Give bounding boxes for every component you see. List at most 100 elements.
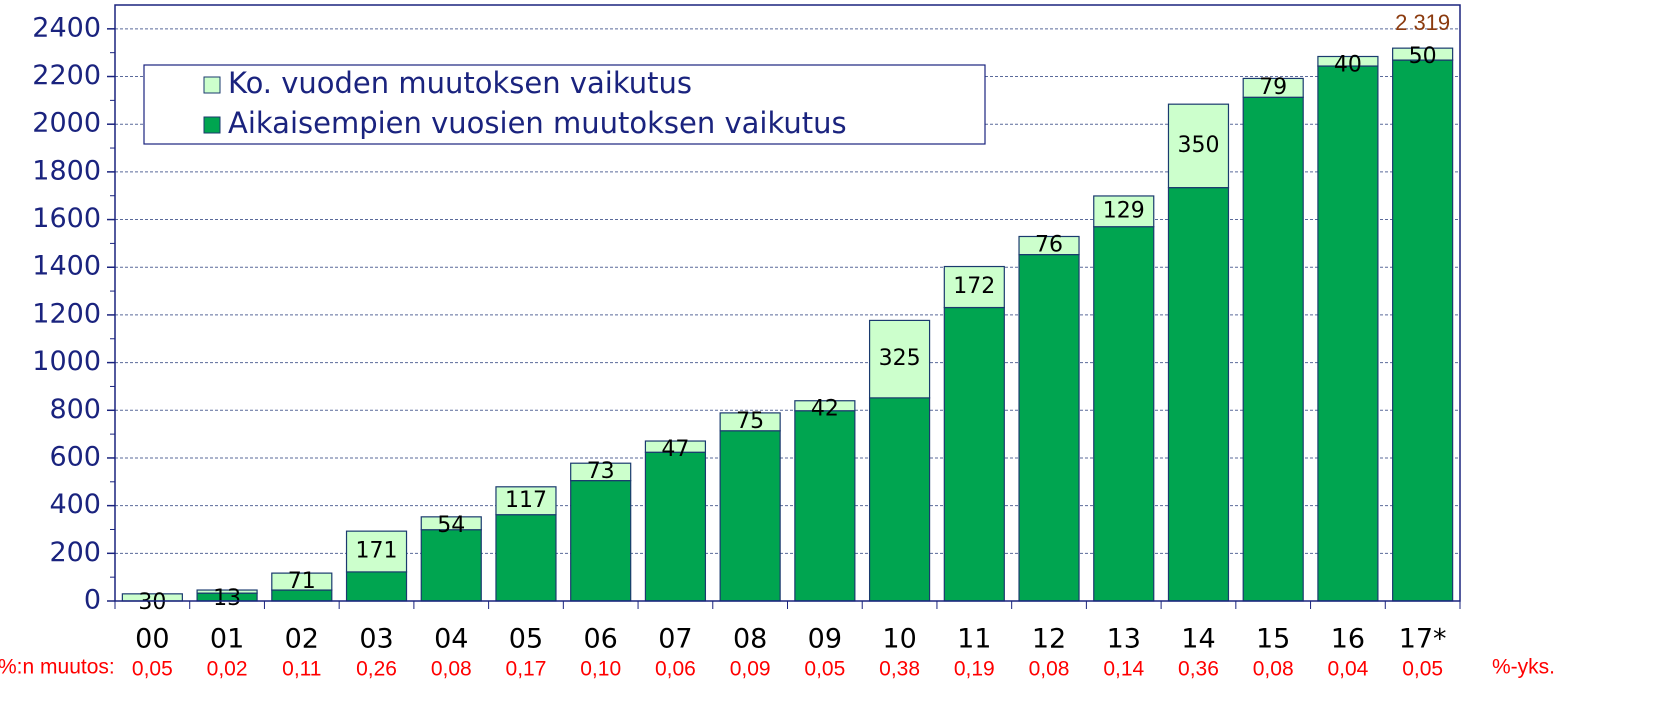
y-tick-label: 2000 <box>32 108 101 139</box>
x-tick-label: 15 <box>1256 624 1290 655</box>
row-value: 0,10 <box>580 658 621 681</box>
row-value: 0,09 <box>730 658 771 681</box>
y-tick-label: 200 <box>49 537 101 568</box>
x-tick-label: 09 <box>808 624 842 655</box>
row-value: 0,38 <box>879 658 920 681</box>
data-label: 50 <box>1409 44 1437 69</box>
row-value: 0,11 <box>282 658 321 681</box>
bar-segment <box>1167 103 1230 189</box>
bar-segment <box>719 412 781 432</box>
bar-segment <box>794 410 856 602</box>
bar-segment <box>943 306 1005 602</box>
bar-segment <box>345 530 408 573</box>
bar-segment <box>196 589 258 594</box>
row-value: 0,06 <box>655 658 696 681</box>
x-tick-label: 01 <box>210 624 244 655</box>
legend-label: Ko. vuoden muutoksen vaikutus <box>228 66 692 100</box>
bar-segment <box>495 486 557 516</box>
plot-border <box>114 4 1461 602</box>
x-tick-label: 07 <box>658 624 692 655</box>
row-value: 0,02 <box>207 658 248 681</box>
row-value: 0,36 <box>1178 658 1219 681</box>
bar-segment <box>868 397 931 602</box>
y-tick-label: 1200 <box>32 298 101 329</box>
data-label: 54 <box>437 513 465 538</box>
row-value: 0,05 <box>1402 658 1443 681</box>
bar-segment <box>1242 77 1304 98</box>
bar-segment <box>1093 195 1155 228</box>
legend-swatch <box>203 116 221 134</box>
x-tick-label: 08 <box>733 624 767 655</box>
data-label: 30 <box>138 590 166 615</box>
bar-segment <box>719 430 781 602</box>
legend-swatch <box>203 76 221 94</box>
y-tick-label: 1800 <box>32 155 101 186</box>
row-value: 0,08 <box>431 658 472 681</box>
data-label: 73 <box>587 459 615 484</box>
data-label: 40 <box>1334 52 1362 77</box>
data-label: 117 <box>505 488 547 513</box>
bar-segment <box>420 529 482 602</box>
row-value: 0,17 <box>506 658 547 681</box>
row-value: 0,14 <box>1103 658 1144 681</box>
bar-segment <box>1093 226 1155 602</box>
data-label: 325 <box>879 346 921 371</box>
y-tick-label: 600 <box>49 441 101 472</box>
bar-segment <box>1392 59 1454 602</box>
bar-segment <box>1242 96 1304 602</box>
data-label: 79 <box>1259 75 1287 100</box>
total-annotation: 2 319 <box>1395 10 1450 35</box>
row-value: 0,19 <box>954 658 995 681</box>
y-tick-label: 1600 <box>32 203 101 234</box>
row-value: 0,04 <box>1327 658 1368 681</box>
y-tick-label: 2400 <box>32 12 101 43</box>
bar-segment <box>495 514 557 602</box>
x-tick-label: 03 <box>359 624 393 655</box>
bar-segment <box>943 265 1005 309</box>
legend-label: Aikaisempien vuosien muutoksen vaikutus <box>228 106 847 140</box>
bar-segment <box>570 462 632 482</box>
x-tick-label: 14 <box>1181 624 1215 655</box>
x-tick-label: 13 <box>1107 624 1141 655</box>
bar-segment <box>345 571 408 602</box>
bar-segment <box>794 400 856 412</box>
x-tick-label: 04 <box>434 624 468 655</box>
data-label: 350 <box>1177 133 1219 158</box>
bar-segment <box>644 451 707 602</box>
data-label: 76 <box>1035 233 1063 258</box>
y-tick-label: 1000 <box>32 346 101 377</box>
data-label: 13 <box>213 586 241 611</box>
bar-segment <box>420 516 482 531</box>
row-label: %:n muutos: <box>0 656 115 679</box>
bar-segment <box>1317 55 1379 67</box>
y-tick-label: 2200 <box>32 60 101 91</box>
x-tick-label: 05 <box>509 624 543 655</box>
bar-segment <box>1018 254 1080 602</box>
x-tick-label: 16 <box>1331 624 1365 655</box>
bar-segment <box>1167 187 1230 602</box>
y-tick-label: 0 <box>84 585 101 616</box>
bar-segment <box>1018 235 1080 256</box>
x-tick-label: 06 <box>584 624 618 655</box>
row-value: 0,05 <box>804 658 845 681</box>
x-tick-label: 10 <box>882 624 916 655</box>
data-label: 75 <box>736 409 764 434</box>
data-label: 129 <box>1103 198 1145 223</box>
data-label: 171 <box>356 539 398 564</box>
x-tick-label: 17* <box>1399 624 1447 655</box>
legend <box>143 64 986 145</box>
bar-segment <box>570 480 632 602</box>
x-tick-label: 00 <box>135 624 169 655</box>
bar-segment <box>1317 65 1379 602</box>
x-tick-label: 02 <box>285 624 319 655</box>
row-value: 0,26 <box>356 658 397 681</box>
row-value: 0,05 <box>132 658 173 681</box>
row-value: 0,08 <box>1253 658 1294 681</box>
row-unit: %-yks. <box>1492 656 1555 679</box>
data-label: 172 <box>953 274 995 299</box>
bar-segment <box>1392 47 1454 61</box>
row-value: 0,08 <box>1029 658 1070 681</box>
data-label: 42 <box>811 397 839 422</box>
data-label: 71 <box>288 569 316 594</box>
